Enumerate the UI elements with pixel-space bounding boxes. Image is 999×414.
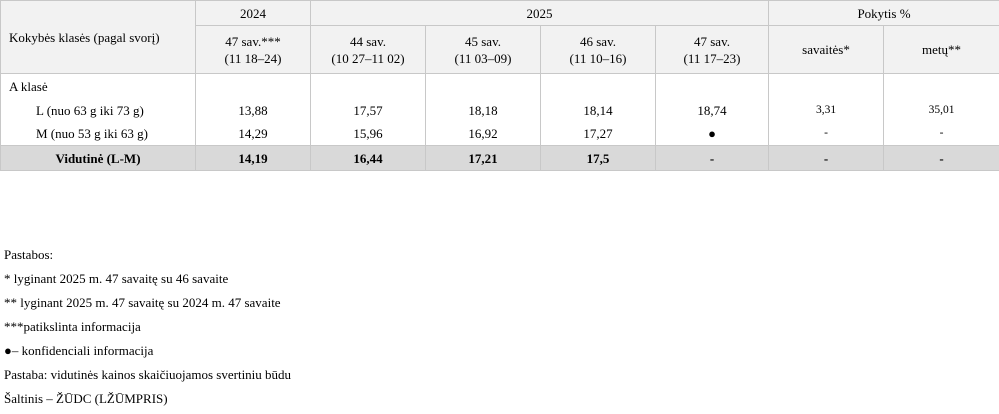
row-label: M (nuo 53 g iki 63 g) xyxy=(1,122,196,146)
cell: 35,01 xyxy=(884,99,999,122)
group-header: 2025 xyxy=(311,1,769,26)
column-header-line: (11 03–09) xyxy=(426,50,540,67)
group-header: Pokytis % xyxy=(769,1,999,26)
row-label: A klasė xyxy=(1,74,196,99)
cell: 17,5 xyxy=(541,146,656,171)
note-line: Šaltinis – ŽŪDC (LŽŪMPRIS) xyxy=(4,390,291,414)
cell: 3,31 xyxy=(769,99,884,122)
column-header: 47 sav.(11 17–23) xyxy=(656,26,769,74)
note-line: Pastaba: vidutinės kainos skaičiuojamos … xyxy=(4,366,291,390)
cell xyxy=(426,74,541,99)
note-line: * lyginant 2025 m. 47 savaitę su 46 sava… xyxy=(4,270,291,294)
column-header-line: savaitės* xyxy=(769,41,883,58)
row-label: L (nuo 63 g iki 73 g) xyxy=(1,99,196,122)
cell: - xyxy=(656,146,769,171)
cell: - xyxy=(769,146,884,171)
cell: 16,92 xyxy=(426,122,541,146)
group-header: 2024 xyxy=(196,1,311,26)
note-line: ●– konfidenciali informacija xyxy=(4,342,291,366)
cell xyxy=(311,74,426,99)
row-label: Vidutinė (L-M) xyxy=(1,146,196,171)
data-row: A klasė xyxy=(1,74,999,99)
cell: 17,21 xyxy=(426,146,541,171)
column-header-line: 47 sav.*** xyxy=(196,33,310,50)
cell: 13,88 xyxy=(196,99,311,122)
cell: 14,19 xyxy=(196,146,311,171)
column-header-line: (11 17–23) xyxy=(656,50,768,67)
cell xyxy=(196,74,311,99)
cell xyxy=(769,74,884,99)
column-header-line: (11 10–16) xyxy=(541,50,655,67)
cell: 16,44 xyxy=(311,146,426,171)
column-header-line: 44 sav. xyxy=(311,33,425,50)
column-header: 47 sav.***(11 18–24) xyxy=(196,26,311,74)
note-line: Pastabos: xyxy=(4,246,291,270)
column-header-line: 45 sav. xyxy=(426,33,540,50)
cell: 15,96 xyxy=(311,122,426,146)
stub-header: Kokybės klasės (pagal svorį) xyxy=(1,1,196,74)
cell: - xyxy=(884,122,999,146)
column-header: 45 sav.(11 03–09) xyxy=(426,26,541,74)
cell xyxy=(656,74,769,99)
column-header-line: (10 27–11 02) xyxy=(311,50,425,67)
notes: Pastabos:* lyginant 2025 m. 47 savaitę s… xyxy=(4,246,291,414)
cell: 18,14 xyxy=(541,99,656,122)
column-header: metų** xyxy=(884,26,999,74)
cell xyxy=(884,74,999,99)
cell: - xyxy=(769,122,884,146)
column-header-line: (11 18–24) xyxy=(196,50,310,67)
column-header-line: 46 sav. xyxy=(541,33,655,50)
column-header: savaitės* xyxy=(769,26,884,74)
note-line: ***patikslinta informacija xyxy=(4,318,291,342)
cell: 18,18 xyxy=(426,99,541,122)
column-header-line: 47 sav. xyxy=(656,33,768,50)
cell: 17,57 xyxy=(311,99,426,122)
column-header: 46 sav.(11 10–16) xyxy=(541,26,656,74)
cell xyxy=(541,74,656,99)
cell: - xyxy=(884,146,999,171)
cell: ● xyxy=(656,122,769,146)
column-header: 44 sav.(10 27–11 02) xyxy=(311,26,426,74)
note-line: ** lyginant 2025 m. 47 savaitę su 2024 m… xyxy=(4,294,291,318)
column-header-line: metų** xyxy=(884,41,999,58)
cell: 14,29 xyxy=(196,122,311,146)
cell: 18,74 xyxy=(656,99,769,122)
cell: 17,27 xyxy=(541,122,656,146)
